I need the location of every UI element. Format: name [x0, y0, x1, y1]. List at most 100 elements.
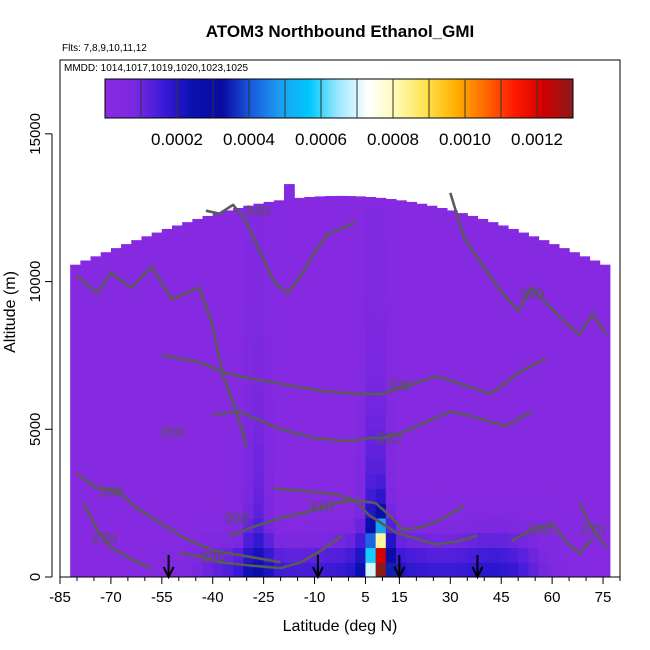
heatmap-cell: [273, 429, 285, 445]
heatmap-cell: [131, 414, 143, 430]
heatmap-cell: [151, 281, 163, 297]
heatmap-cell: [314, 252, 326, 268]
heatmap-cell: [233, 444, 244, 460]
heatmap-cell: [151, 340, 163, 357]
contour-label-350: 350: [159, 424, 184, 441]
heatmap-cell: [243, 222, 255, 238]
heatmap-cell: [487, 355, 499, 371]
heatmap-cell: [579, 384, 591, 401]
heatmap-cell: [538, 325, 550, 342]
heatmap-cell: [538, 399, 550, 416]
heatmap-cell: [345, 222, 356, 238]
heatmap-cell: [487, 222, 499, 238]
heatmap-cell: [110, 532, 122, 549]
heatmap-cell: [467, 503, 479, 519]
heatmap-cell: [436, 222, 448, 238]
heatmap-cell: [528, 399, 540, 416]
heatmap-cell: [497, 547, 509, 563]
heatmap-cell: [518, 355, 529, 371]
heatmap-cell: [294, 503, 305, 519]
heatmap-cell: [406, 488, 417, 504]
heatmap-cell: [396, 237, 407, 253]
heatmap-cell: [548, 325, 560, 342]
heatmap-cell: [284, 325, 295, 342]
heatmap-cell: [80, 325, 92, 342]
heatmap-cell: [355, 503, 367, 519]
heatmap-cell: [182, 562, 193, 577]
heatmap-cell: [110, 248, 122, 253]
heatmap-cell: [243, 384, 255, 401]
heatmap-cell: [416, 562, 428, 577]
heatmap-cell: [172, 414, 183, 430]
heatmap-cell: [457, 237, 468, 253]
heatmap-cell: [497, 355, 509, 371]
heatmap-cell: [518, 488, 529, 504]
heatmap-cell: [396, 503, 407, 519]
heatmap-cell: [385, 399, 397, 416]
heatmap-cell: [243, 325, 255, 342]
heatmap-cell: [161, 547, 173, 563]
heatmap-cell: [558, 458, 570, 475]
heatmap-cell: [263, 384, 275, 401]
heatmap-cell: [416, 517, 428, 534]
heatmap-cell: [589, 473, 601, 489]
heatmap-cell: [121, 473, 132, 489]
heatmap-cell: [375, 444, 387, 460]
heatmap-cell: [518, 458, 529, 475]
heatmap-cell: [457, 355, 468, 371]
heatmap-cell: [436, 237, 448, 253]
heatmap-cell: [457, 281, 468, 297]
heatmap-cell: [385, 325, 397, 342]
contour-label-340: 340: [244, 203, 269, 220]
heatmap-cell: [477, 340, 489, 357]
heatmap-cell: [172, 399, 183, 416]
heatmap-cell: [202, 429, 214, 445]
heatmap-cell: [182, 296, 193, 312]
heatmap-cell: [436, 473, 448, 489]
heatmap-cell: [294, 429, 305, 445]
heatmap-cell: [446, 210, 458, 224]
heatmap-cell: [436, 384, 448, 401]
heatmap-cell: [477, 488, 489, 504]
heatmap-cell: [121, 458, 132, 475]
heatmap-cell: [365, 532, 377, 549]
heatmap-cell: [345, 281, 356, 297]
heatmap-cell: [446, 414, 458, 430]
heatmap-cell: [375, 370, 387, 386]
heatmap-cell: [294, 340, 305, 357]
heatmap-cell: [548, 473, 560, 489]
heatmap-cell: [589, 281, 601, 297]
heatmap-cell: [121, 414, 132, 430]
heatmap-cell: [263, 201, 275, 209]
heatmap-cell: [396, 458, 407, 475]
heatmap-cell: [406, 207, 417, 224]
heatmap-cell: [90, 444, 102, 460]
heatmap-cell: [416, 203, 428, 209]
heatmap-cell: [446, 266, 458, 283]
heatmap-cell: [548, 547, 560, 563]
heatmap-cell: [355, 196, 367, 209]
heatmap-cell: [487, 281, 499, 297]
heatmap-cell: [385, 222, 397, 238]
heatmap-cell: [477, 355, 489, 371]
heatmap-cell: [345, 503, 356, 519]
heatmap-cell: [518, 340, 529, 357]
heatmap-cell: [487, 252, 499, 268]
heatmap-cell: [192, 252, 204, 268]
heatmap-cell: [172, 473, 183, 489]
heatmap-cell: [579, 517, 591, 534]
heatmap-cell: [304, 340, 316, 357]
heatmap-cell: [355, 517, 367, 534]
x-axis-tick-label: -70: [100, 589, 122, 606]
heatmap-cell: [487, 458, 499, 475]
heatmap-cell: [80, 414, 92, 430]
heatmap-cell: [355, 266, 367, 283]
heatmap-cell: [457, 325, 468, 342]
heatmap-cell: [192, 414, 204, 430]
heatmap-cell: [426, 237, 438, 253]
heatmap-cell: [416, 429, 428, 445]
heatmap-cell: [90, 414, 102, 430]
heatmap-cell: [284, 517, 295, 534]
contour-label-350: 350: [519, 285, 544, 302]
